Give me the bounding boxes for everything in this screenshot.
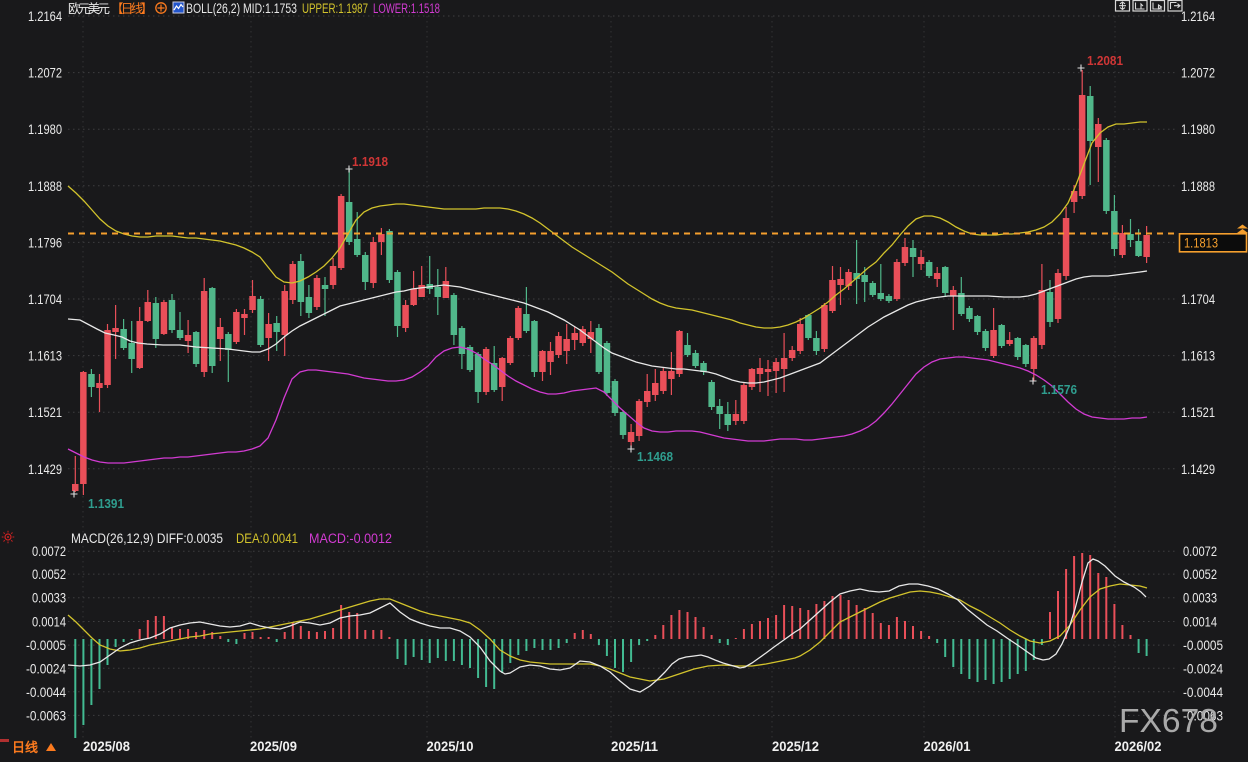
- svg-text:1.1704: 1.1704: [28, 291, 62, 307]
- svg-text:【日线】: 【日线】: [111, 2, 153, 16]
- svg-text:1.1888: 1.1888: [28, 178, 62, 194]
- svg-text:0.0014: 0.0014: [32, 614, 66, 630]
- svg-text:1.1813: 1.1813: [1184, 236, 1218, 251]
- svg-text:0.0033: 0.0033: [32, 590, 66, 606]
- svg-text:-0.0044: -0.0044: [26, 684, 66, 700]
- svg-text:DEA:0.0041: DEA:0.0041: [236, 531, 298, 546]
- svg-text:1.1704: 1.1704: [1181, 291, 1215, 307]
- svg-text:LOWER:1.1518: LOWER:1.1518: [373, 1, 440, 16]
- svg-text:2025/09: 2025/09: [250, 738, 297, 754]
- svg-text:BOLL(26,2) MID:1.1753: BOLL(26,2) MID:1.1753: [186, 1, 297, 16]
- svg-text:0.0014: 0.0014: [1183, 614, 1217, 630]
- svg-text:MACD:-0.0012: MACD:-0.0012: [309, 531, 392, 546]
- svg-text:2025/11: 2025/11: [611, 738, 658, 754]
- svg-text:1.1521: 1.1521: [28, 404, 62, 420]
- svg-text:1.1429: 1.1429: [28, 461, 62, 477]
- svg-text:2025/12: 2025/12: [772, 738, 819, 754]
- svg-text:1.1613: 1.1613: [1181, 348, 1215, 364]
- svg-text:1.1576: 1.1576: [1041, 382, 1077, 397]
- svg-text:0.0052: 0.0052: [32, 566, 66, 582]
- svg-text:1.2072: 1.2072: [1181, 65, 1215, 81]
- svg-text:-0.0024: -0.0024: [1183, 660, 1223, 676]
- svg-text:1.1391: 1.1391: [88, 496, 124, 511]
- svg-text:欧元美元: 欧元美元: [68, 2, 110, 16]
- svg-text:1.1980: 1.1980: [28, 121, 62, 137]
- svg-text:UPPER:1.1987: UPPER:1.1987: [302, 1, 368, 16]
- svg-text:日线: 日线: [12, 740, 38, 755]
- svg-text:2025/08: 2025/08: [83, 738, 130, 754]
- svg-text:1.1521: 1.1521: [1181, 404, 1215, 420]
- svg-text:1.1468: 1.1468: [637, 449, 673, 464]
- svg-text:-0.0063: -0.0063: [26, 707, 66, 723]
- svg-text:0.0072: 0.0072: [1183, 543, 1217, 559]
- svg-text:1.1888: 1.1888: [1181, 178, 1215, 194]
- svg-text:MACD(26,12,9) DIFF:0.0035: MACD(26,12,9) DIFF:0.0035: [71, 531, 223, 546]
- svg-text:1.1980: 1.1980: [1181, 121, 1215, 137]
- svg-text:-0.0005: -0.0005: [26, 637, 66, 653]
- svg-text:-0.0024: -0.0024: [26, 660, 66, 676]
- svg-text:0.0072: 0.0072: [32, 543, 66, 559]
- svg-text:1.1429: 1.1429: [1181, 461, 1215, 477]
- svg-text:1.2072: 1.2072: [28, 65, 62, 81]
- svg-text:0.0052: 0.0052: [1183, 566, 1217, 582]
- svg-text:2025/10: 2025/10: [427, 738, 474, 754]
- svg-text:-0.0005: -0.0005: [1183, 637, 1223, 653]
- svg-text:1.1796: 1.1796: [28, 234, 62, 250]
- svg-text:FX678: FX678: [1119, 702, 1218, 739]
- svg-text:2026/02: 2026/02: [1115, 738, 1162, 754]
- svg-text:2026/01: 2026/01: [924, 738, 971, 754]
- svg-text:1.2081: 1.2081: [1087, 53, 1123, 68]
- svg-text:-0.0063: -0.0063: [1183, 707, 1223, 723]
- svg-text:0.0033: 0.0033: [1183, 590, 1217, 606]
- svg-text:1.2164: 1.2164: [28, 8, 62, 24]
- svg-text:-0.0044: -0.0044: [1183, 684, 1223, 700]
- svg-text:1.1918: 1.1918: [352, 154, 388, 169]
- svg-text:1.2164: 1.2164: [1181, 8, 1215, 24]
- svg-text:1.1613: 1.1613: [28, 348, 62, 364]
